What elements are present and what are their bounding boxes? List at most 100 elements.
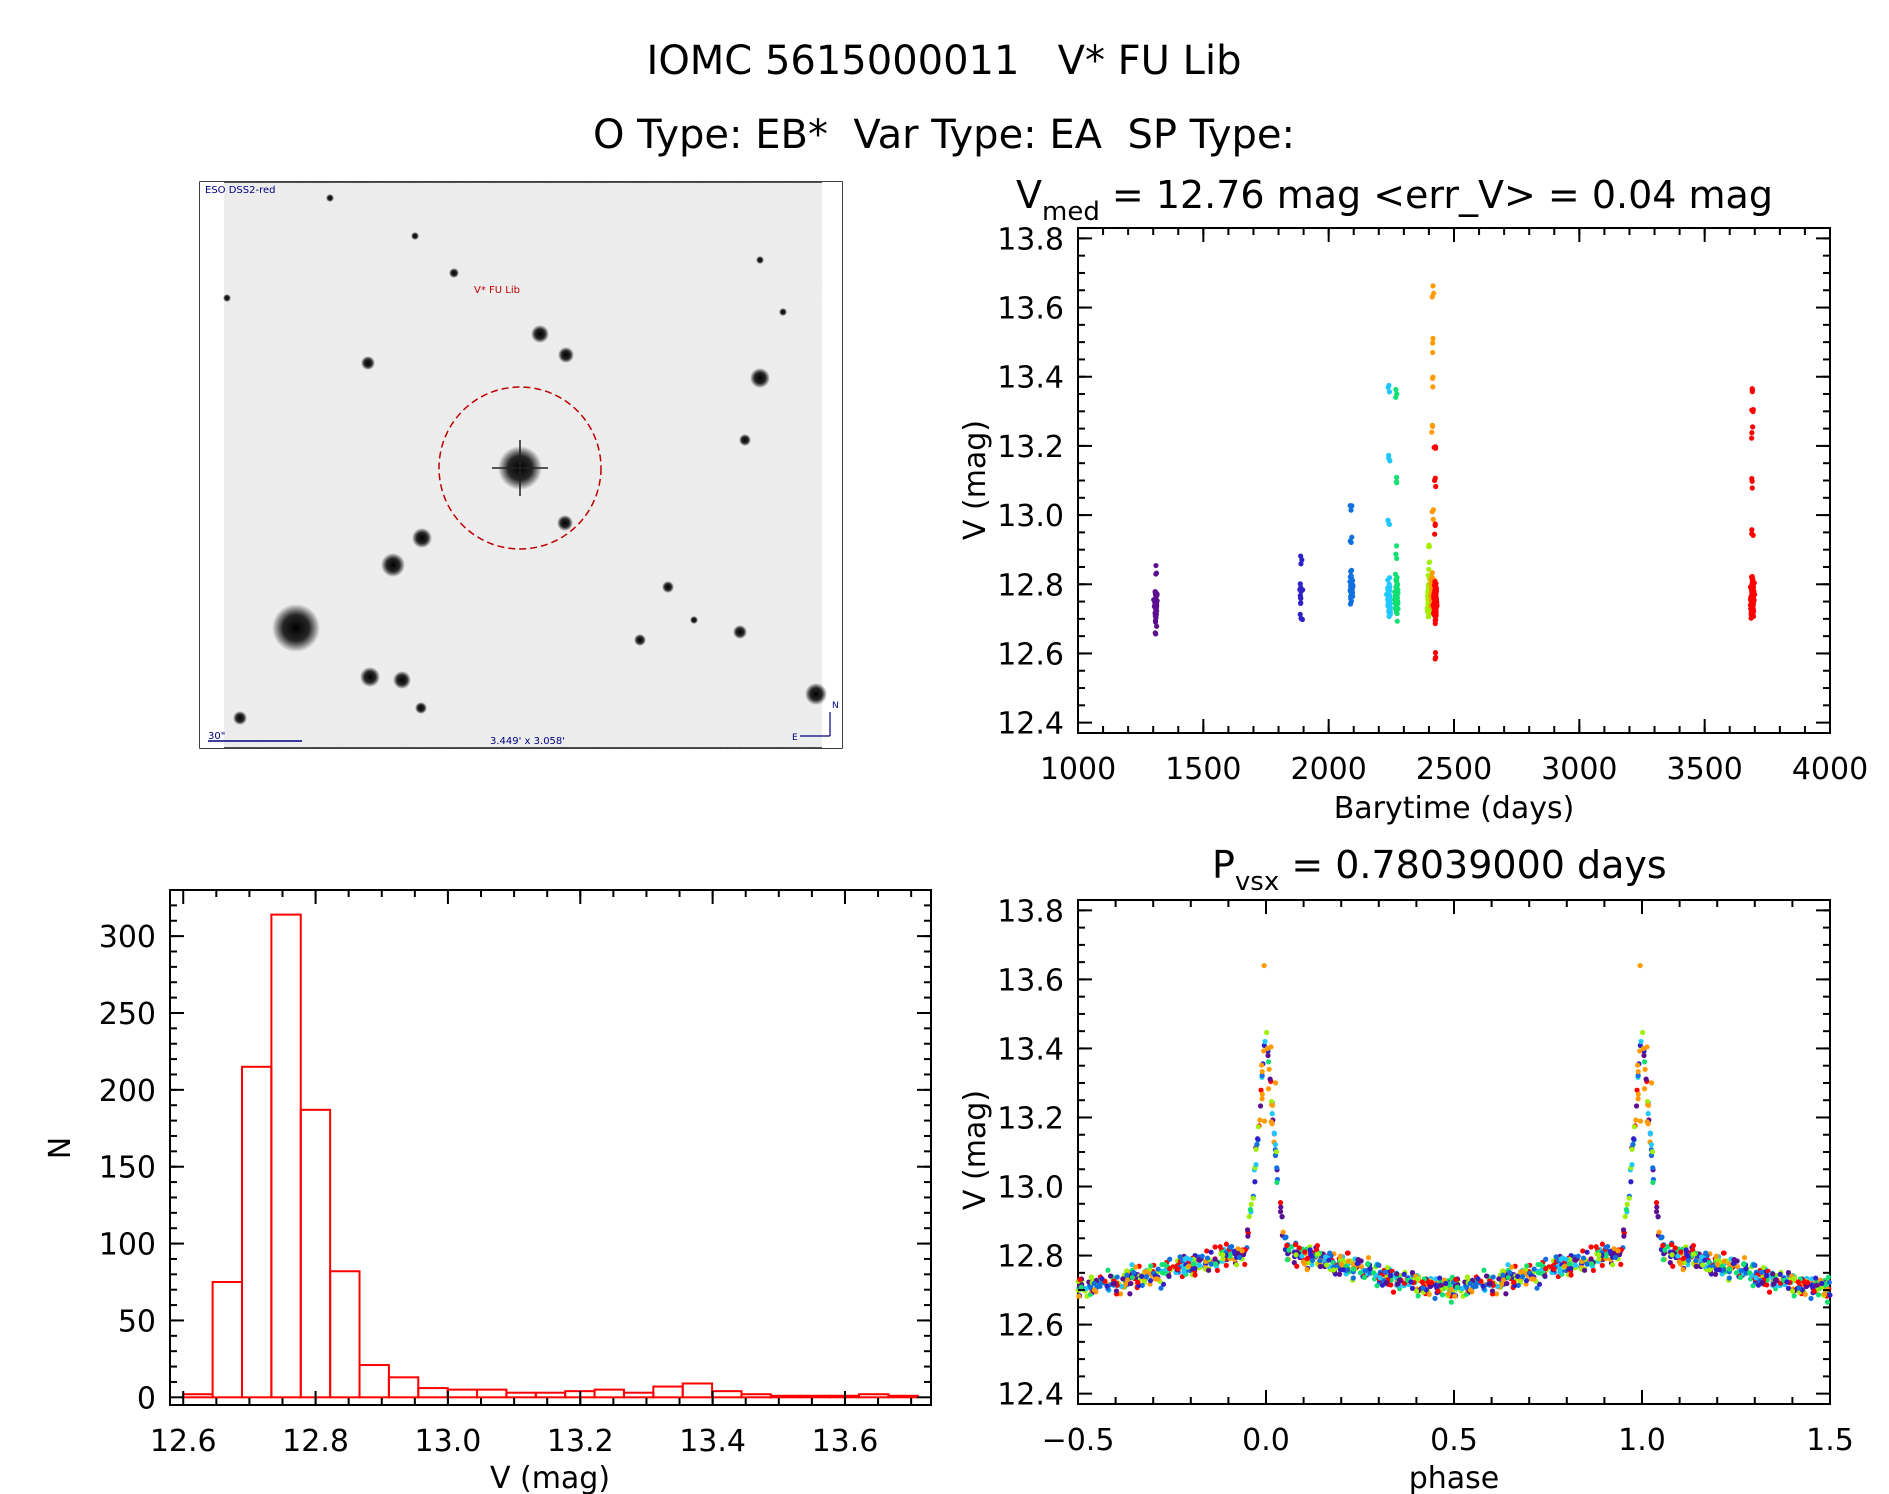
ph-point (1637, 1048, 1643, 1054)
lc-point (1432, 521, 1438, 527)
ph-point (1147, 1278, 1154, 1284)
ph-point (1365, 1261, 1371, 1268)
lc-point (1386, 452, 1392, 458)
ph-point (1204, 1255, 1211, 1261)
lc-point (1750, 532, 1756, 538)
ph-point (1653, 1200, 1660, 1206)
finder-star (634, 634, 646, 646)
ph-point (1302, 1249, 1308, 1255)
lc-point (1749, 478, 1755, 484)
ph-point (1741, 1261, 1747, 1268)
lc-point (1750, 580, 1756, 586)
lc-point (1750, 590, 1756, 597)
ph-point (1327, 1250, 1333, 1256)
ph-point (1426, 1291, 1432, 1297)
lc-point (1432, 531, 1438, 537)
ph-title-sub: vsx (1235, 867, 1279, 897)
y-tick-label: 50 (118, 1304, 156, 1339)
ph-point (1596, 1252, 1602, 1258)
ph-point (1253, 1162, 1259, 1168)
hist-bar (476, 1388, 508, 1399)
ph-point (1223, 1262, 1229, 1268)
ph-point (1214, 1267, 1221, 1274)
ph-point (1813, 1282, 1820, 1288)
ph-point (1217, 1244, 1223, 1250)
ph-point (1795, 1279, 1801, 1285)
ph-point (1158, 1285, 1164, 1291)
lc-point (1152, 610, 1158, 616)
ph-point (1314, 1243, 1321, 1249)
ph-point (1253, 1146, 1259, 1152)
ph-point (1743, 1266, 1749, 1272)
ph-point (1259, 1091, 1265, 1097)
ph-point (1384, 1264, 1391, 1271)
ph-point (1580, 1255, 1587, 1261)
ph-point (1500, 1277, 1506, 1283)
ph-point (1727, 1266, 1733, 1272)
ph-point (1250, 1195, 1256, 1201)
ph-point (1726, 1275, 1732, 1281)
ph-point (1637, 1118, 1644, 1124)
ph-point (1245, 1233, 1251, 1239)
ph-point (1099, 1276, 1105, 1282)
ph-point (1350, 1275, 1356, 1281)
finder-star (557, 515, 573, 531)
lc-point (1394, 618, 1400, 624)
lc-point (1386, 609, 1392, 615)
ph-point (1315, 1251, 1321, 1257)
lc-point (1432, 656, 1438, 662)
hist-bar (652, 1385, 684, 1399)
ph-point (1741, 1255, 1748, 1261)
x-tick-label: 2000 (1290, 752, 1366, 787)
lc-point (1749, 430, 1755, 436)
ph-point (1091, 1287, 1098, 1293)
ph-point (1408, 1279, 1414, 1285)
ph-point (1265, 1052, 1271, 1059)
hist-bar (446, 1388, 479, 1399)
ph-point (1133, 1264, 1139, 1270)
ph-point (1584, 1249, 1590, 1255)
ph-point (1499, 1268, 1506, 1274)
ph-point (1129, 1262, 1135, 1268)
ph-point (1077, 1276, 1083, 1283)
lc-point (1385, 384, 1391, 390)
ph-point (1192, 1272, 1198, 1278)
ph-point (1633, 1117, 1639, 1123)
ph-point (1655, 1214, 1661, 1220)
compass-north: N (832, 701, 839, 711)
ph-point (1662, 1247, 1668, 1253)
ph-title-main: P (1212, 843, 1235, 887)
lc-point (1348, 567, 1355, 573)
finder-star (750, 368, 770, 388)
ph-point (1758, 1269, 1765, 1275)
ph-point (1331, 1267, 1337, 1273)
lc-point (1432, 599, 1438, 605)
ph-point (1760, 1264, 1767, 1271)
ph-point (1187, 1256, 1194, 1262)
ph-point (1453, 1276, 1459, 1283)
ph-point (1811, 1288, 1817, 1294)
ph-point (1435, 1288, 1441, 1294)
y-tick-label: 12.4 (997, 1378, 1064, 1413)
ph-point (1467, 1287, 1474, 1293)
ph-point (1759, 1279, 1765, 1286)
ph-point (1383, 1279, 1389, 1286)
ph-point (1254, 1141, 1260, 1148)
ph-point (1630, 1136, 1637, 1142)
y-tick-label: 12.4 (997, 707, 1064, 742)
ph-point (1220, 1252, 1226, 1258)
lc-title-rest: = 12.76 mag <err_V> = 0.04 mag (1100, 173, 1773, 217)
hist-axes-box (169, 889, 932, 1406)
ph-point (1088, 1275, 1094, 1281)
ph-point (1268, 1044, 1274, 1050)
ph-point (1825, 1274, 1831, 1280)
hist-bar (358, 1364, 390, 1399)
ph-point (1283, 1234, 1289, 1240)
ph-point (1534, 1285, 1540, 1291)
ph-point (1642, 1066, 1648, 1072)
ph-point (1354, 1261, 1361, 1267)
ph-point (1257, 1103, 1264, 1109)
finder-star (739, 434, 751, 446)
y-tick-label: 13.2 (997, 430, 1064, 465)
ph-point (1796, 1285, 1802, 1291)
